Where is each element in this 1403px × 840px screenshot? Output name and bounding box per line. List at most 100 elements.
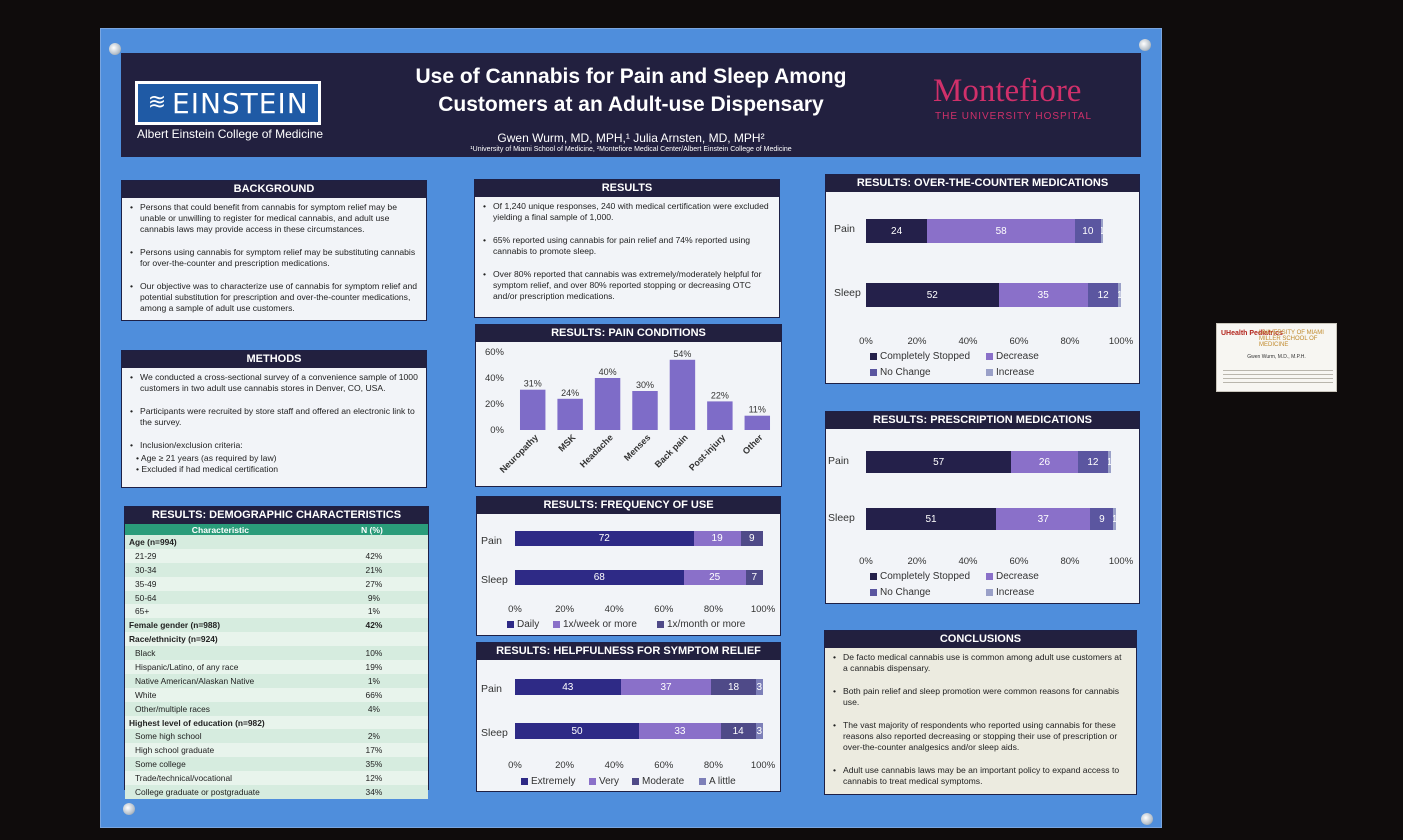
y-tick-label: 20% — [485, 399, 505, 410]
pin-icon — [123, 803, 135, 815]
conclusions-bullet: The vast majority of respondents who rep… — [833, 720, 1128, 753]
title-line-2: Customers at an Adult-use Dispensary — [438, 93, 824, 116]
x-tick-label: 40% — [604, 760, 624, 771]
bar-segment: 37 — [996, 508, 1091, 530]
legend-item: No Change — [870, 367, 931, 378]
table-row: Race/ethnicity (n=924) — [125, 632, 428, 647]
legend-item: Completely Stopped — [870, 351, 970, 362]
table-cell-label: Some high school — [125, 729, 316, 744]
table-row: Other/multiple races 4% — [125, 701, 428, 716]
table-row: 65+ 1% — [125, 604, 428, 619]
x-tick-label: 60% — [1009, 336, 1029, 347]
bar-segment: 68 — [515, 570, 684, 585]
results-panel: RESULTS Of 1,240 unique responses, 240 w… — [474, 179, 780, 318]
row-label: Sleep — [828, 512, 855, 524]
category-label: Neuropathy — [498, 432, 540, 474]
legend-label: 1x/month or more — [667, 619, 746, 630]
x-tick-label: 60% — [654, 760, 674, 771]
x-tick-label: 60% — [654, 604, 674, 615]
einstein-emblem-icon: ≋ — [147, 90, 167, 115]
table-row: Highest level of education (n=982) — [125, 715, 428, 730]
table-cell-label: 30-34 — [125, 562, 316, 577]
x-tick-label: 0% — [508, 760, 522, 771]
table-cell-value: 27% — [315, 576, 428, 591]
legend-label: Completely Stopped — [880, 351, 971, 362]
table-cell-value: 1% — [315, 673, 428, 688]
table-row: Hispanic/Latino, of any race 19% — [125, 660, 428, 674]
legend-label: Decrease — [996, 351, 1039, 362]
background-bullet: Our objective was to characterize use of… — [130, 281, 418, 314]
pain-conditions-title: RESULTS: PAIN CONDITIONS — [476, 325, 781, 342]
card-contact-lines — [1223, 370, 1333, 384]
legend-item: Decrease — [986, 351, 1039, 362]
stacked-bar-row: 72 19 9 — [515, 531, 763, 546]
bar-segment: 50 — [515, 723, 639, 739]
x-tick-label: 0% — [859, 556, 873, 567]
legend-item: Decrease — [986, 571, 1039, 582]
stacked-bar-row: 2458101 — [866, 219, 1121, 243]
x-tick-label: 20% — [555, 604, 575, 615]
affiliations: ¹University of Miami School of Medicine,… — [470, 146, 792, 153]
x-tick-label: 100% — [750, 604, 776, 615]
category-label: MSK — [556, 432, 578, 454]
demographics-title: RESULTS: DEMOGRAPHIC CHARACTERISTICS — [125, 507, 428, 524]
legend-label: Completely Stopped — [880, 571, 971, 582]
x-tick-label: 0% — [859, 336, 873, 347]
table-row: College graduate or postgraduate 34% — [125, 785, 428, 799]
table-row: Some college 35% — [125, 757, 428, 772]
otc-title: RESULTS: OVER-THE-COUNTER MEDICATIONS — [826, 175, 1139, 192]
background-bullet: Persons that could benefit from cannabis… — [130, 202, 418, 235]
x-tick-label: 80% — [1060, 336, 1080, 347]
table-cell-label: Race/ethnicity (n=924) — [125, 632, 316, 647]
bar — [707, 401, 733, 430]
bar-value-label: 11% — [749, 405, 766, 415]
row-label: Sleep — [481, 574, 508, 586]
table-cell-value: 34% — [315, 785, 428, 799]
x-tick-label: 100% — [750, 760, 776, 771]
rx-panel: RESULTS: PRESCRIPTION MEDICATIONS Pain 57… — [825, 411, 1140, 604]
bar-segment: 33 — [639, 723, 721, 739]
category-label: Menses — [622, 432, 652, 462]
table-cell-value: 1% — [315, 604, 428, 619]
table-cell-label: Hispanic/Latino, of any race — [125, 660, 316, 674]
table-row: High school graduate 17% — [125, 743, 428, 758]
legend-swatch — [632, 777, 639, 785]
table-cell-label: Black — [125, 646, 316, 661]
table-cell-value: 66% — [315, 687, 428, 702]
legend-item: 1x/week or more — [553, 619, 637, 630]
legend-swatch — [699, 777, 706, 785]
table-cell-value: 10% — [315, 646, 428, 661]
bar-segment: 1 — [1108, 451, 1111, 473]
table-row: Trade/technical/vocational 12% — [125, 771, 428, 786]
row-label: Pain — [828, 455, 850, 467]
table-cell-label: Some college — [125, 757, 316, 772]
pain-conditions-panel: RESULTS: PAIN CONDITIONS 0% 20% 40% 60% 31% N… — [475, 324, 782, 487]
legend-item: Increase — [986, 587, 1034, 598]
poster-title: Use of Cannabis for Pain and Sleep Among… — [371, 63, 891, 119]
bar-segment: 14 — [720, 723, 756, 739]
y-tick-label: 40% — [485, 373, 505, 384]
y-tick-label: 60% — [485, 347, 505, 358]
bar — [594, 378, 621, 430]
demographics-table: Characteristic N (%) Age (n=994) 21-29 42%… — [125, 524, 428, 799]
y-tick-label: 0% — [490, 425, 504, 436]
bar-segment: 25 — [683, 570, 746, 585]
bar-segment: 18 — [711, 679, 756, 695]
x-tick-label: 40% — [958, 556, 978, 567]
bar-segment: 19 — [693, 531, 741, 546]
table-cell-value — [315, 632, 428, 647]
table-row: Female gender (n=988) 42% — [125, 618, 428, 633]
results-bullet: Over 80% reported that cannabis was extr… — [483, 269, 771, 302]
frequency-panel: RESULTS: FREQUENCY OF USE Pain 72 19 9 Sleep… — [476, 496, 781, 636]
bar-segment: 1 — [1100, 219, 1104, 243]
conclusions-bullet: De facto medical cannabis use is common … — [833, 652, 1128, 674]
table-cell-value — [315, 715, 428, 730]
x-tick-label: 40% — [958, 336, 978, 347]
background-title: BACKGROUND — [122, 181, 426, 198]
helpfulness-title: RESULTS: HELPFULNESS FOR SYMPTOM RELIEF — [477, 643, 780, 660]
legend-swatch — [870, 588, 877, 596]
table-cell-label: Trade/technical/vocational — [125, 771, 316, 786]
montefiore-subtitle: THE UNIVERSITY HOSPITAL — [935, 111, 1093, 122]
card-brand-2: UNIVERSITY OF MIAMI MILLER SCHOOL OF MED… — [1259, 330, 1324, 348]
x-tick-label: 0% — [508, 604, 522, 615]
